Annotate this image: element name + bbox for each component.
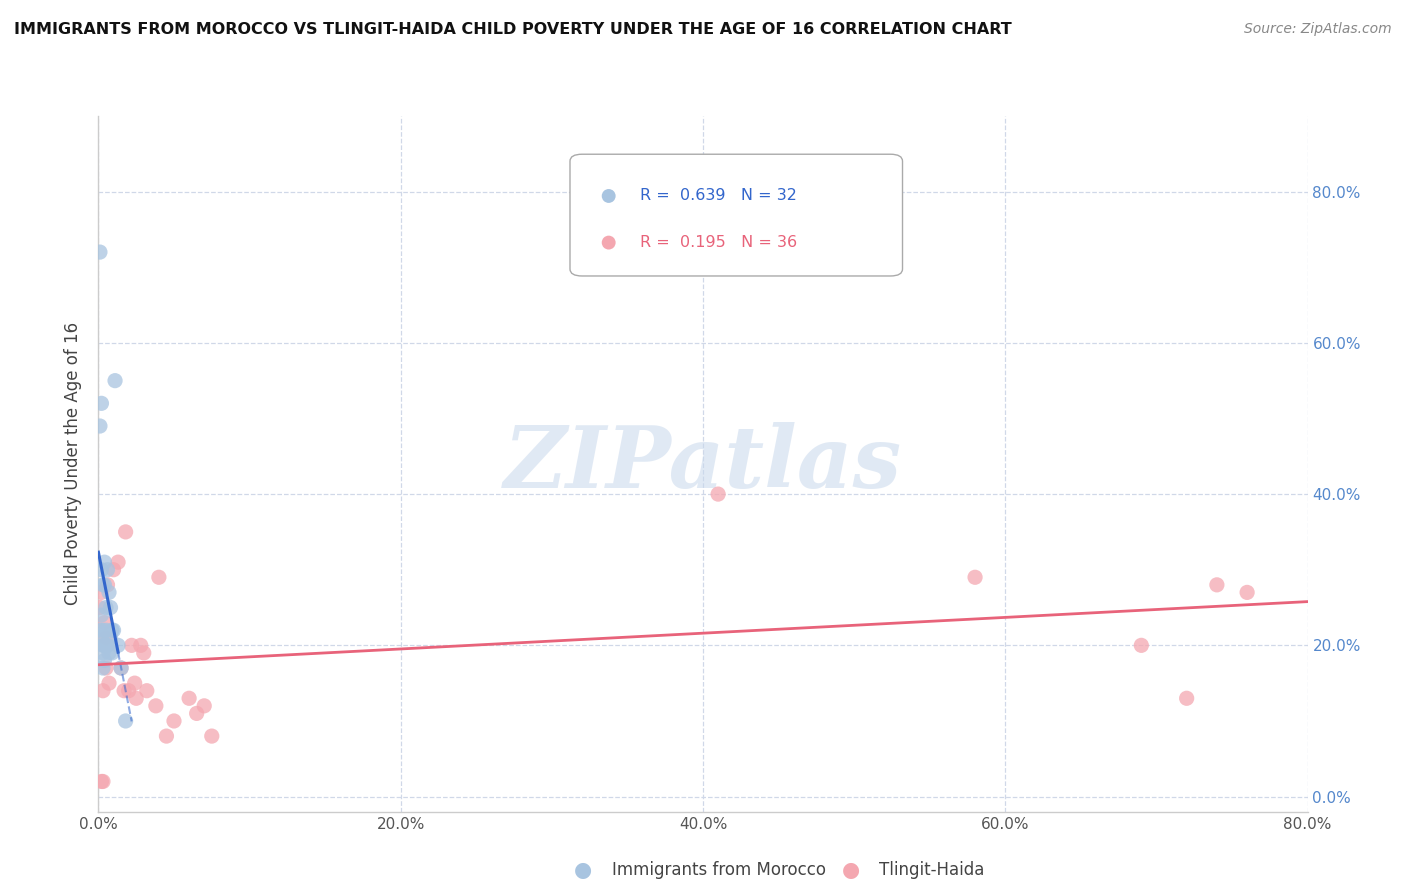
Point	[1236, 585, 1258, 599]
Point	[201, 729, 224, 743]
Point	[90, 396, 112, 410]
Point	[118, 683, 141, 698]
Point	[121, 638, 143, 652]
Point	[90, 563, 112, 577]
Y-axis label: Child Poverty Under the Age of 16: Child Poverty Under the Age of 16	[65, 322, 83, 606]
Point	[94, 600, 117, 615]
Point	[179, 691, 201, 706]
Point	[103, 563, 125, 577]
Point	[100, 631, 122, 645]
Point	[135, 683, 157, 698]
Point	[91, 774, 114, 789]
Point	[90, 631, 112, 645]
Point	[90, 608, 112, 623]
Point	[725, 171, 748, 186]
Point	[91, 646, 114, 660]
Point	[96, 578, 118, 592]
Point	[91, 661, 114, 675]
Point	[725, 120, 748, 135]
Point	[91, 638, 114, 652]
Point	[125, 691, 148, 706]
Point	[155, 729, 177, 743]
Point	[93, 638, 115, 652]
Text: Tlingit-Haida: Tlingit-Haida	[879, 861, 984, 879]
Point	[1206, 578, 1229, 592]
Point	[163, 714, 186, 728]
Point	[110, 661, 132, 675]
Point	[94, 631, 117, 645]
Text: Source: ZipAtlas.com: Source: ZipAtlas.com	[1244, 22, 1392, 37]
Point	[129, 638, 152, 652]
Point	[145, 698, 167, 713]
Point	[107, 555, 129, 569]
Point	[90, 774, 112, 789]
Point	[107, 638, 129, 652]
Point	[90, 585, 112, 599]
Point	[148, 570, 170, 584]
Point	[89, 624, 111, 638]
Point	[93, 615, 115, 630]
Point	[101, 624, 124, 638]
Point	[98, 585, 121, 599]
Text: ZIPatlas: ZIPatlas	[503, 422, 903, 506]
Point	[93, 578, 115, 592]
Text: ●: ●	[575, 860, 592, 880]
Point	[94, 624, 117, 638]
Text: R =  0.195   N = 36: R = 0.195 N = 36	[640, 235, 797, 250]
Point	[186, 706, 208, 721]
Point	[96, 563, 118, 577]
Point	[1175, 691, 1198, 706]
Point	[94, 638, 117, 652]
Point	[98, 676, 121, 690]
Point	[132, 646, 155, 660]
Point	[104, 374, 127, 388]
Point	[707, 487, 730, 501]
Point	[114, 524, 136, 539]
Point	[89, 245, 111, 260]
Point	[101, 646, 124, 660]
FancyBboxPatch shape	[569, 154, 903, 276]
Text: ●: ●	[842, 860, 859, 880]
Text: Immigrants from Morocco: Immigrants from Morocco	[612, 861, 825, 879]
Point	[110, 661, 132, 675]
Point	[103, 624, 125, 638]
Point	[91, 683, 114, 698]
Point	[89, 419, 111, 434]
Point	[94, 661, 117, 675]
Point	[96, 638, 118, 652]
Point	[93, 555, 115, 569]
Point	[91, 578, 114, 592]
Point	[112, 683, 135, 698]
Text: IMMIGRANTS FROM MOROCCO VS TLINGIT-HAIDA CHILD POVERTY UNDER THE AGE OF 16 CORRE: IMMIGRANTS FROM MOROCCO VS TLINGIT-HAIDA…	[14, 22, 1012, 37]
Point	[1130, 638, 1153, 652]
Point	[965, 570, 987, 584]
Point	[89, 600, 111, 615]
Point	[193, 698, 215, 713]
Point	[93, 653, 115, 667]
Point	[91, 624, 114, 638]
Point	[98, 646, 121, 660]
Point	[114, 714, 136, 728]
Point	[124, 676, 146, 690]
Text: R =  0.639   N = 32: R = 0.639 N = 32	[640, 188, 797, 203]
Point	[100, 600, 122, 615]
